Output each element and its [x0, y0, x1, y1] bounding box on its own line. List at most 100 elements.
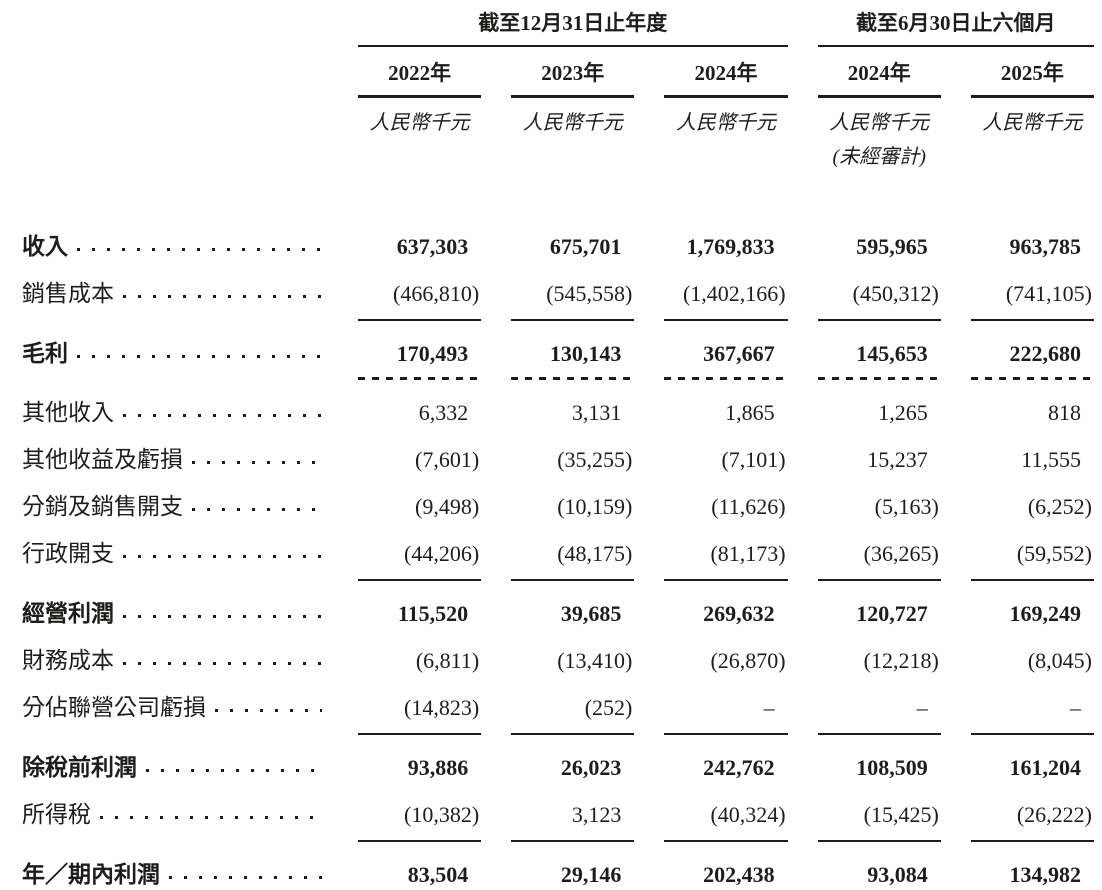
- value-cell: (11,626): [711, 494, 786, 519]
- value-cell: (26,870): [710, 648, 786, 673]
- value-cell: 242,762: [703, 755, 775, 780]
- table-row-other-gains-losses: 其他收益及虧損 (7,601) (35,255) (7,101) 15,237 …: [22, 446, 1094, 474]
- value-cell: 134,982: [971, 861, 1094, 890]
- value-cell: (1,402,166): [664, 280, 788, 321]
- row-label: 分佔聯營公司虧損: [22, 695, 322, 720]
- value-cell: (6,252): [1027, 494, 1092, 519]
- value-cell: (59,552): [970, 540, 1094, 581]
- unit-header-row: 人民幣千元 人民幣千元 人民幣千元 人民幣千元 (未經審計) 人民幣千元: [22, 98, 1094, 170]
- value-cell: (6,811): [415, 648, 480, 673]
- value-cell: 595,965: [856, 234, 928, 259]
- unit-label: 人民幣千元: [522, 112, 623, 134]
- value-cell: (5,163): [874, 494, 939, 519]
- value-cell: 637,303: [396, 234, 469, 259]
- unit-label: 人民幣千元: [982, 112, 1083, 134]
- value-cell: 11,555: [1021, 447, 1081, 472]
- table-row-gross-profit: 毛利 170,493 130,143 367,667 145,653 222,6…: [22, 340, 1095, 380]
- table-row-finance-costs: 財務成本 (6,811) (13,410) (26,870) (12,218) …: [22, 647, 1094, 675]
- value-cell: 818: [1047, 400, 1081, 425]
- value-cell: 29,146: [511, 861, 634, 890]
- value-cell: (81,173): [664, 540, 788, 581]
- value-cell: 3,131: [571, 400, 622, 425]
- value-cell: 120,727: [856, 601, 928, 626]
- value-cell: 26,023: [560, 755, 622, 780]
- value-cell: (7,101): [721, 447, 786, 472]
- value-cell: (15,425): [817, 801, 941, 842]
- value-cell: (48,175): [511, 540, 635, 581]
- value-cell: (10,159): [557, 494, 633, 519]
- value-cell: 202,438: [664, 861, 787, 890]
- value-cell: (545,558): [511, 280, 635, 321]
- value-cell: 675,701: [549, 234, 622, 259]
- row-label: 分銷及銷售開支: [22, 494, 322, 519]
- value-cell: 269,632: [703, 601, 775, 626]
- value-cell: 169,249: [1009, 601, 1081, 626]
- row-label: 其他收入: [22, 400, 322, 425]
- unit-label-unaudited: 人民幣千元 (未經審計): [818, 98, 941, 170]
- row-label: 財務成本: [22, 648, 322, 673]
- row-label: 銷售成本: [22, 281, 322, 306]
- value-cell: –: [664, 694, 788, 735]
- value-cell: 1,265: [878, 400, 928, 425]
- table-row-administrative-expenses: 行政開支 (44,206) (48,175) (81,173) (36,265)…: [22, 540, 1094, 581]
- column-group-header-row: 截至12月31日止年度 截至6月30日止六個月: [22, 10, 1094, 47]
- table-row-other-income: 其他收入 6,332 3,131 1,865 1,265 818: [22, 399, 1094, 427]
- row-label: 年／期內利潤: [22, 862, 322, 887]
- value-cell: 170,493: [358, 340, 482, 380]
- value-cell: 93,084: [818, 861, 941, 890]
- table-row-revenue: 收入 637,303 675,701 1,769,833 595,965 963…: [22, 233, 1094, 261]
- value-cell: 93,886: [407, 755, 469, 780]
- year-header-2024: 2024年: [664, 47, 788, 98]
- value-cell: (35,255): [557, 447, 633, 472]
- value-cell: 963,785: [1009, 234, 1081, 259]
- column-group-six-months: 截至6月30日止六個月: [817, 10, 1094, 47]
- column-group-year-ended: 截至12月31日止年度: [358, 10, 788, 47]
- value-cell: (40,324): [664, 801, 788, 842]
- row-label: 除稅前利潤: [22, 755, 322, 780]
- value-cell: 130,143: [511, 340, 635, 380]
- unaudited-note: (未經審計): [832, 146, 926, 168]
- unit-label: 人民幣千元: [675, 112, 776, 134]
- value-cell: 1,865: [725, 400, 775, 425]
- value-cell: 1,769,833: [686, 234, 775, 259]
- row-label: 經營利潤: [22, 601, 322, 626]
- year-header-row: 2022年 2023年 2024年 2024年 2025年: [22, 47, 1094, 98]
- value-cell: 145,653: [817, 340, 942, 380]
- value-cell: (44,206): [358, 540, 482, 581]
- value-cell: (741,105): [970, 280, 1094, 321]
- value-cell: (450,312): [817, 280, 941, 321]
- table-row-share-of-losses-of-associates: 分佔聯營公司虧損 (14,823) (252) – – –: [22, 694, 1094, 735]
- value-cell: (8,045): [1027, 648, 1092, 673]
- value-cell: 39,685: [560, 601, 622, 626]
- value-cell: 3,123: [511, 801, 635, 842]
- table-row-operating-profit: 經營利潤 115,520 39,685 269,632 120,727 169,…: [22, 600, 1094, 628]
- year-header-2024-interim: 2024年: [817, 47, 941, 98]
- row-label: 收入: [22, 234, 322, 259]
- value-cell: 83,504: [358, 861, 481, 890]
- value-cell: (252): [511, 694, 635, 735]
- value-cell: (10,382): [358, 801, 482, 842]
- table-row-income-tax: 所得稅 (10,382) 3,123 (40,324) (15,425) (26…: [22, 801, 1094, 842]
- row-label: 所得稅: [22, 802, 322, 827]
- value-cell: (26,222): [970, 801, 1094, 842]
- value-cell: 115,520: [397, 601, 469, 626]
- table-row-distribution-selling-expenses: 分銷及銷售開支 (9,498) (10,159) (11,626) (5,163…: [22, 493, 1094, 521]
- value-cell: 222,680: [970, 340, 1095, 380]
- row-label: 行政開支: [22, 541, 322, 566]
- value-cell: (13,410): [557, 648, 633, 673]
- value-cell: –: [817, 694, 941, 735]
- table-row-cost-of-sales: 銷售成本 (466,810) (545,558) (1,402,166) (45…: [22, 280, 1094, 321]
- value-cell: (466,810): [358, 280, 482, 321]
- value-cell: (36,265): [817, 540, 941, 581]
- value-cell: 6,332: [418, 400, 469, 425]
- value-cell: (12,218): [863, 648, 939, 673]
- value-cell: 367,667: [664, 340, 788, 380]
- year-header-2022: 2022年: [358, 47, 482, 98]
- value-cell: 15,237: [867, 447, 928, 472]
- unit-label: 人民幣千元: [369, 112, 470, 134]
- table-row-profit-before-tax: 除稅前利潤 93,886 26,023 242,762 108,509 161,…: [22, 754, 1094, 782]
- value-cell: (14,823): [358, 694, 482, 735]
- row-label: 毛利: [22, 341, 322, 366]
- value-cell: (7,601): [415, 447, 480, 472]
